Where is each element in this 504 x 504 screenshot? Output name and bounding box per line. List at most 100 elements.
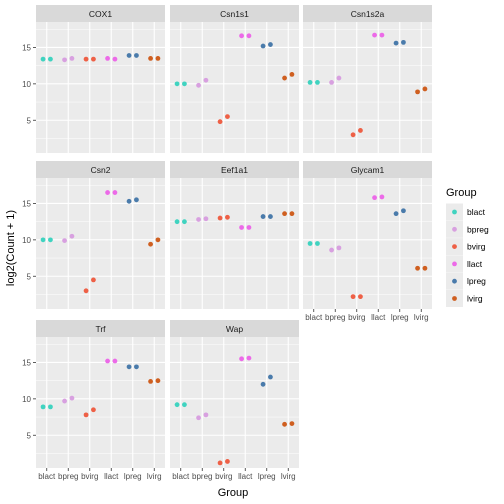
x-tick-label: lpreg [391,313,409,322]
data-point [148,378,153,384]
data-point [91,277,96,283]
data-point [336,245,342,251]
data-point [105,190,110,195]
data-point [112,358,118,364]
legend-swatch [452,296,457,301]
data-point [358,294,363,300]
data-point [126,53,132,58]
x-tick-label: lpreg [124,472,142,481]
legend-label: bvirg [467,242,486,252]
y-tick-label: 10 [22,236,31,245]
x-axis-title: Group [218,487,249,499]
data-point [315,241,320,246]
data-point [155,237,161,243]
data-point [69,233,75,239]
data-point [260,381,266,387]
facet-title: Wap [226,324,243,334]
data-point [182,402,187,408]
x-tick-label: bvirg [215,472,232,481]
legend-label: lvirg [467,294,483,304]
data-point [203,412,209,418]
data-point [329,80,334,85]
data-point [415,89,420,95]
facet-strip [170,320,299,337]
x-tick-label: llact [104,472,119,481]
data-point [148,55,153,61]
legend-swatch [452,278,457,284]
facet-title: Csn2 [91,165,111,175]
data-point [196,82,201,88]
data-point [62,238,67,243]
x-tick-label: lpreg [258,472,276,481]
data-point [83,288,89,294]
data-point [217,119,223,125]
data-point [289,72,295,77]
x-tick-label: llact [371,313,386,322]
data-point [372,32,377,38]
y-tick-label: 10 [22,395,31,404]
y-tick-label: 5 [27,116,32,125]
data-point [134,53,139,58]
data-point [422,265,428,271]
data-point [105,358,110,364]
data-point [358,128,363,133]
data-point [91,407,96,413]
data-point [203,77,209,83]
data-point [69,395,75,401]
data-point [105,55,110,61]
data-point [393,211,399,217]
data-point [112,190,118,195]
data-point [126,198,132,204]
data-point [239,225,244,230]
x-tick-label: bpreg [192,472,212,481]
facet-title: Trf [95,324,106,334]
data-point [260,43,266,49]
legend-label: llact [467,259,483,269]
panel-background [36,337,165,468]
data-point [239,356,244,362]
data-point [40,237,46,243]
data-point [40,56,46,62]
data-point [126,364,132,370]
data-point [282,421,287,427]
panel-background [170,337,299,468]
y-tick-label: 15 [22,43,31,52]
panel-background [303,22,432,153]
x-tick-label: llact [238,472,253,481]
legend-swatch [452,244,457,250]
data-point [307,80,313,85]
data-point [217,460,223,466]
data-point [48,404,53,410]
data-point [289,211,295,217]
facet-title: Eef1a1 [221,165,248,175]
data-point [350,132,356,138]
data-point [282,211,287,217]
data-point [315,80,320,85]
data-point [69,55,75,61]
facet-title: COX1 [89,9,112,19]
legend-title: Group [446,187,477,199]
data-point [91,56,96,62]
legend-label: lpreg [467,276,486,286]
x-tick-label: bpreg [325,313,345,322]
facet-title: Csn1s2a [351,9,385,19]
x-tick-label: bvirg [81,472,98,481]
data-point [415,265,420,271]
legend-swatch [452,226,457,232]
y-axis-title: log2(Count + 1) [5,210,17,286]
facet-title: Glycam1 [351,165,385,175]
data-point [422,86,428,92]
y-tick-label: 5 [27,431,32,440]
facet-title: Csn1s1 [220,9,249,19]
x-tick-label: bpreg [58,472,78,481]
legend-swatch [452,261,457,267]
x-tick-label: lvirg [147,472,162,481]
data-point [174,402,180,408]
x-tick-label: bvirg [348,313,365,322]
data-point [174,81,180,87]
data-point [260,214,266,219]
data-point [329,247,334,253]
facet-strip [170,161,299,178]
x-tick-label: blact [38,472,56,481]
